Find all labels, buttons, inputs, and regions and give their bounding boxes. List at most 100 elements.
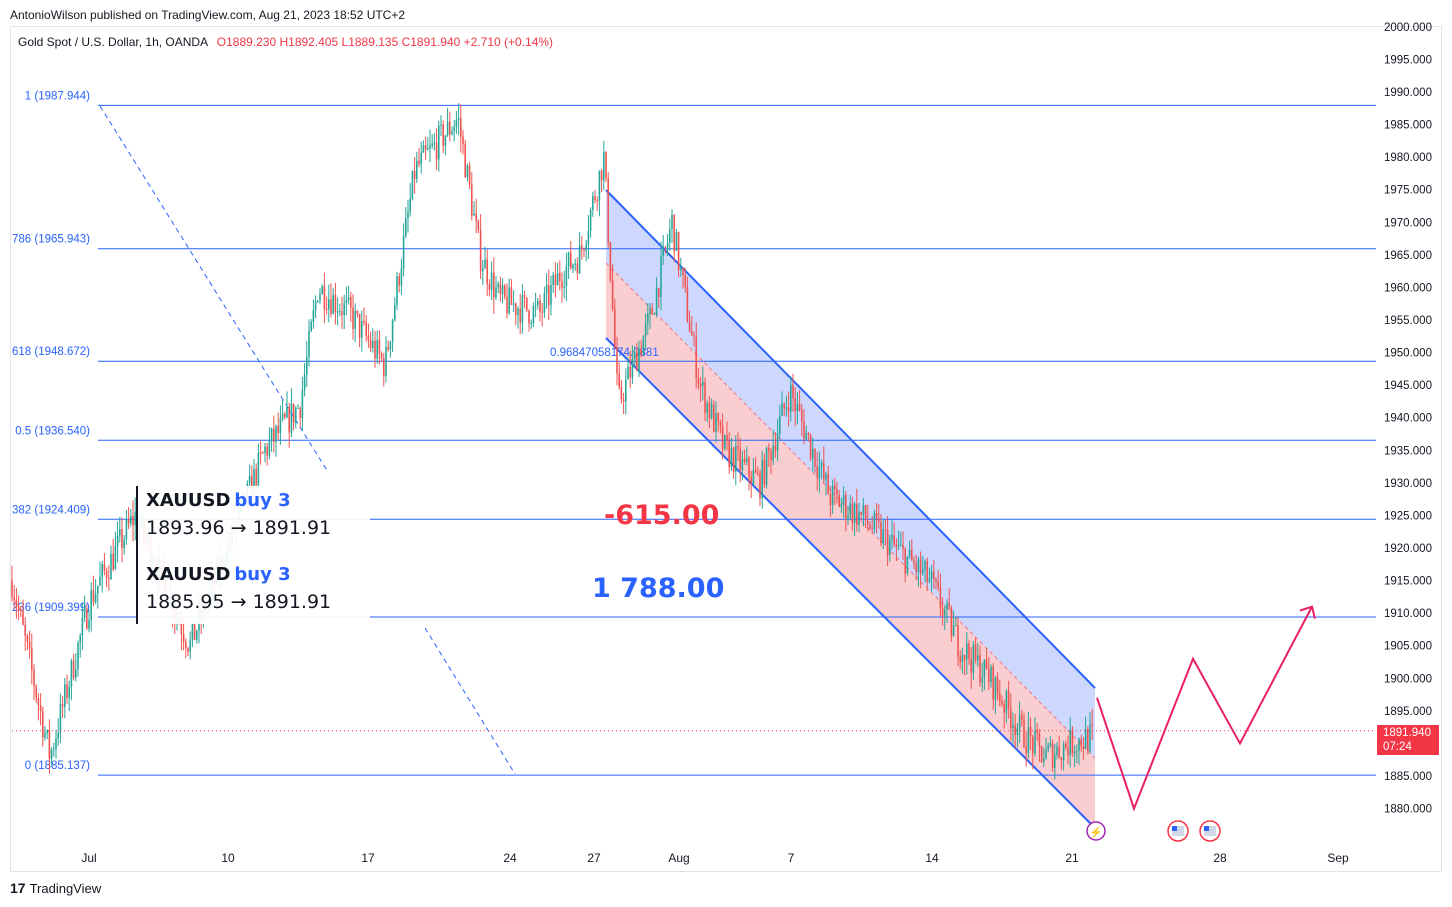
candle-body — [317, 301, 319, 303]
candle-body — [587, 230, 590, 245]
candle-body — [860, 511, 862, 515]
channel-top-line — [605, 189, 1096, 689]
candle-body — [972, 644, 975, 673]
candle-body — [818, 466, 821, 477]
candle-body — [974, 644, 977, 661]
candle-body — [193, 623, 196, 640]
candle-body — [301, 390, 304, 419]
candle-body — [424, 145, 427, 150]
candle-body — [732, 448, 735, 472]
candle-body — [693, 335, 695, 337]
candle-body — [937, 581, 939, 587]
candle-body — [1027, 727, 1030, 753]
candle-body — [594, 196, 596, 201]
candle-body — [457, 117, 460, 120]
candle-body — [495, 287, 497, 298]
candle-body — [851, 503, 854, 523]
candle-body — [761, 460, 763, 499]
candle-body — [297, 407, 299, 409]
x-tick-label: Jul — [81, 851, 96, 865]
candle-body — [930, 571, 933, 579]
candle-body — [90, 590, 92, 621]
candle-body — [312, 310, 315, 322]
candle-body — [820, 462, 823, 467]
candle-body — [284, 414, 286, 418]
candle-body — [686, 286, 689, 322]
symbol-legend[interactable]: Gold Spot / U.S. Dollar, 1h, OANDA O1889… — [18, 35, 553, 49]
candle-body — [288, 407, 290, 433]
candle-body — [759, 473, 761, 499]
candle-body — [92, 590, 95, 603]
x-tick-label: 14 — [925, 851, 939, 865]
candle-body — [605, 151, 607, 179]
candle-body — [97, 585, 99, 594]
pnl-positive: 1 788.00 — [592, 573, 725, 604]
candle-body — [1021, 715, 1023, 720]
channel-label: 0.96847058174.0881 — [550, 347, 659, 359]
candle-body — [743, 459, 746, 462]
candle-body — [622, 399, 625, 402]
candle-body — [765, 447, 768, 485]
candle-body — [88, 620, 90, 629]
candle-body — [1060, 757, 1063, 761]
candle-body — [983, 659, 986, 678]
candle-body — [1010, 708, 1012, 729]
candle-body — [856, 503, 858, 525]
candle-body — [13, 596, 15, 601]
candle-body — [81, 617, 84, 636]
candle-body — [466, 165, 469, 178]
candle-body — [512, 303, 515, 305]
candle-body — [581, 245, 583, 250]
candle-body — [290, 403, 293, 433]
candle-body — [442, 124, 444, 146]
candle-body — [116, 535, 119, 547]
candle-body — [787, 407, 790, 412]
candle-body — [196, 630, 198, 640]
candle-body — [726, 435, 728, 441]
trade-2-side: buy 3 — [234, 564, 291, 585]
candle-body — [831, 485, 834, 505]
candle-body — [39, 705, 42, 712]
candle-body — [704, 381, 706, 413]
candle-body — [715, 413, 717, 432]
candle-body — [880, 522, 882, 543]
candle-body — [490, 272, 493, 290]
candle-body — [323, 286, 326, 309]
candle-body — [565, 266, 568, 287]
candle-body — [644, 322, 647, 337]
candle-body — [776, 433, 779, 451]
candle-body — [292, 403, 295, 423]
y-tick-label: 1990.000 — [1384, 87, 1432, 99]
lightning-event-icon — [1086, 821, 1106, 841]
candle-body — [928, 578, 931, 582]
candle-body — [598, 170, 601, 201]
candle-body — [506, 296, 508, 314]
flag-canton — [1172, 826, 1177, 831]
candle-body — [561, 281, 563, 288]
candle-body — [314, 301, 317, 311]
candle-body — [134, 511, 136, 526]
candle-body — [497, 283, 499, 288]
candle-body — [400, 268, 403, 286]
candle-body — [1040, 745, 1043, 762]
candle-body — [334, 295, 337, 313]
fib-label: 236 (1909.399) — [12, 602, 90, 614]
candle-body — [677, 232, 680, 270]
flag-field — [1172, 826, 1184, 836]
candle-body — [15, 600, 18, 607]
y-tick-label: 1985.000 — [1384, 120, 1432, 132]
candle-body — [482, 268, 484, 272]
candle-body — [352, 307, 354, 329]
candle-body — [273, 428, 275, 442]
candle-body — [20, 609, 22, 611]
candle-body — [970, 658, 972, 673]
footer-brand[interactable]: 17 TradingView — [10, 880, 101, 896]
candle-body — [570, 252, 572, 269]
y-tick-label: 1980.000 — [1384, 152, 1432, 164]
candle-body — [275, 426, 277, 442]
candle-body — [814, 448, 816, 467]
candle-body — [484, 259, 486, 269]
candle-body — [977, 655, 979, 661]
candle-body — [1082, 746, 1085, 749]
